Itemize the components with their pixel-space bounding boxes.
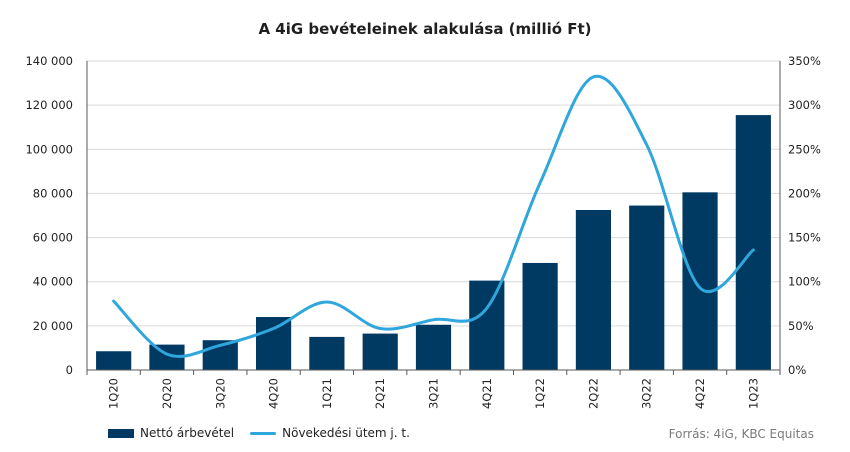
right-tick-label: 50% <box>788 319 814 333</box>
right-tick-label: 150% <box>788 231 821 245</box>
x-tick-label: 3Q21 <box>427 378 441 409</box>
chart-title: A 4iG bevételeinek alakulása (millió Ft) <box>258 20 592 38</box>
axes <box>86 61 781 375</box>
left-tick-label: 20 000 <box>33 319 73 333</box>
x-tick-label: 2Q21 <box>373 378 387 409</box>
legend: Nettó árbevétel Növekedési ütem j. t. <box>108 426 426 440</box>
legend-item-line: Növekedési ütem j. t. <box>250 426 410 440</box>
right-tick-label: 100% <box>788 275 821 289</box>
x-tick-label: 3Q20 <box>213 378 227 409</box>
bar-series <box>96 115 771 370</box>
right-tick-label: 250% <box>788 142 821 156</box>
bar-4Q20 <box>255 317 292 370</box>
left-tick-label: 120 000 <box>25 98 73 112</box>
bar-2Q21 <box>362 333 398 370</box>
legend-item-bar: Nettó árbevétel <box>108 426 234 440</box>
bar-2Q22 <box>575 209 612 370</box>
left-tick-label: 80 000 <box>33 186 73 200</box>
bar-3Q22 <box>629 205 665 370</box>
bar-3Q21 <box>415 324 452 370</box>
x-tick-label: 4Q20 <box>267 378 281 409</box>
legend-line-swatch <box>250 431 277 435</box>
x-tick-label: 4Q21 <box>480 378 494 409</box>
right-tick-label: 350% <box>788 54 821 68</box>
bar-1Q23 <box>735 115 771 370</box>
left-tick-label: 100 000 <box>25 142 73 156</box>
x-tick-label: 2Q20 <box>160 378 174 409</box>
x-tick-label: 4Q22 <box>693 378 707 409</box>
gridlines <box>87 60 780 327</box>
right-axis-labels: 0% 50% 100% 150% 200% 250% 300% 350% <box>788 54 821 377</box>
x-tick-label: 2Q22 <box>586 378 600 409</box>
bar-1Q22 <box>522 262 558 370</box>
legend-bar-swatch <box>108 428 134 438</box>
left-tick-label: 140 000 <box>25 54 73 68</box>
source-note: Forrás: 4iG, KBC Equitas <box>668 427 814 441</box>
left-tick-label: 40 000 <box>33 275 73 289</box>
x-tick-label: 1Q21 <box>320 378 334 409</box>
bar-1Q20 <box>96 351 132 370</box>
x-tick-label: 1Q20 <box>107 378 121 409</box>
left-axis-labels: 0 20 000 40 000 60 000 80 000 100 000 120 000 1… <box>25 54 73 377</box>
right-tick-label: 0% <box>788 363 806 377</box>
bar-4Q22 <box>682 192 718 370</box>
x-tick-label: 3Q22 <box>640 378 654 409</box>
line-series <box>112 74 755 358</box>
left-tick-label: 0 <box>66 363 73 377</box>
x-tick-label: 1Q23 <box>746 378 760 409</box>
right-tick-label: 300% <box>788 98 821 112</box>
x-tick-label: 1Q22 <box>533 378 547 409</box>
legend-line-label: Növekedési ütem j. t. <box>282 426 410 440</box>
left-tick-label: 60 000 <box>33 231 73 245</box>
growth-rate-line <box>112 74 755 358</box>
bar-4Q21 <box>469 280 505 370</box>
right-tick-label: 200% <box>788 186 821 200</box>
bar-1Q21 <box>309 336 345 370</box>
legend-bar-label: Nettó árbevétel <box>140 426 235 440</box>
x-axis-labels: 1Q20 2Q20 3Q20 4Q20 1Q21 2Q21 3Q21 4Q21 1Q22 2Q22… <box>107 378 761 409</box>
